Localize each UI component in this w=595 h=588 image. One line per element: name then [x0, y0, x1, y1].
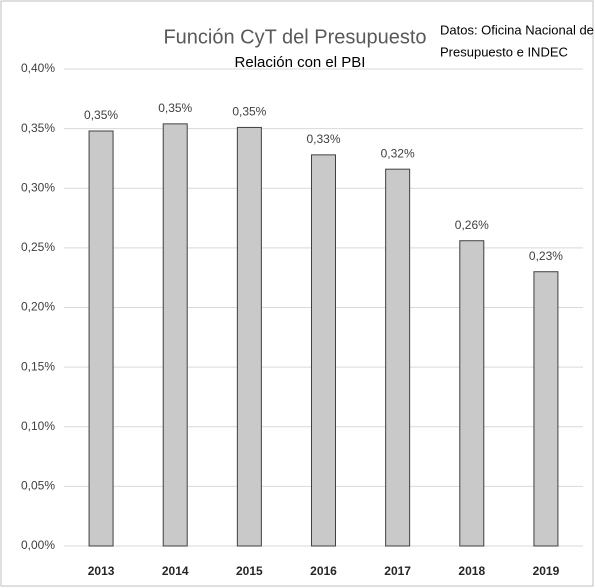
y-tick-label: 0,05%: [21, 479, 55, 493]
data-label: 0,32%: [381, 146, 415, 160]
x-tick-label: 2017: [384, 564, 411, 578]
x-tick-label: 2015: [236, 564, 263, 578]
x-tick-label: 2013: [88, 564, 115, 578]
y-tick-label: 0,35%: [21, 121, 55, 135]
annotation: Datos: Oficina Nacional de: [440, 22, 594, 37]
x-tick-label: 2014: [162, 564, 189, 578]
bar: [459, 240, 485, 547]
bar: [533, 271, 559, 547]
data-label: 0,26%: [455, 218, 489, 232]
data-label: 0,33%: [306, 132, 340, 146]
y-tick-label: 0,10%: [21, 419, 55, 433]
chart-title: Función CyT del Presupuesto: [163, 26, 426, 48]
x-tick-label: 2018: [458, 564, 485, 578]
bar: [385, 168, 411, 547]
y-tick-label: 0,30%: [21, 180, 55, 194]
data-label: 0,35%: [158, 101, 192, 115]
y-tick-label: 0,20%: [21, 300, 55, 314]
x-tick-label: 2016: [310, 564, 337, 578]
y-tick-label: 0,40%: [21, 61, 55, 75]
chart-subtitle: Relación con el PBI: [235, 54, 366, 71]
bar: [311, 154, 336, 547]
bar: [162, 123, 188, 547]
x-tick-label: 2019: [533, 564, 560, 578]
y-tick-label: 0,00%: [21, 538, 55, 552]
data-label: 0,35%: [84, 108, 118, 122]
bar: [88, 130, 114, 547]
y-tick-label: 0,15%: [21, 359, 55, 373]
bar: [236, 126, 262, 547]
y-tick-label: 0,25%: [21, 240, 55, 254]
data-label: 0,35%: [232, 105, 266, 119]
annotation: Presupuesto e INDEC: [440, 44, 568, 59]
data-label: 0,23%: [529, 249, 563, 263]
